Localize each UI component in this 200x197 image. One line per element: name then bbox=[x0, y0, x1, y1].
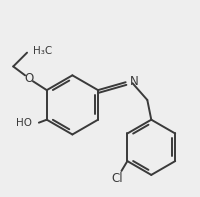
Text: Cl: Cl bbox=[112, 172, 123, 185]
Text: HO: HO bbox=[16, 118, 32, 128]
Text: H₃C: H₃C bbox=[33, 46, 52, 56]
Text: O: O bbox=[24, 72, 34, 85]
Text: N: N bbox=[130, 75, 138, 88]
